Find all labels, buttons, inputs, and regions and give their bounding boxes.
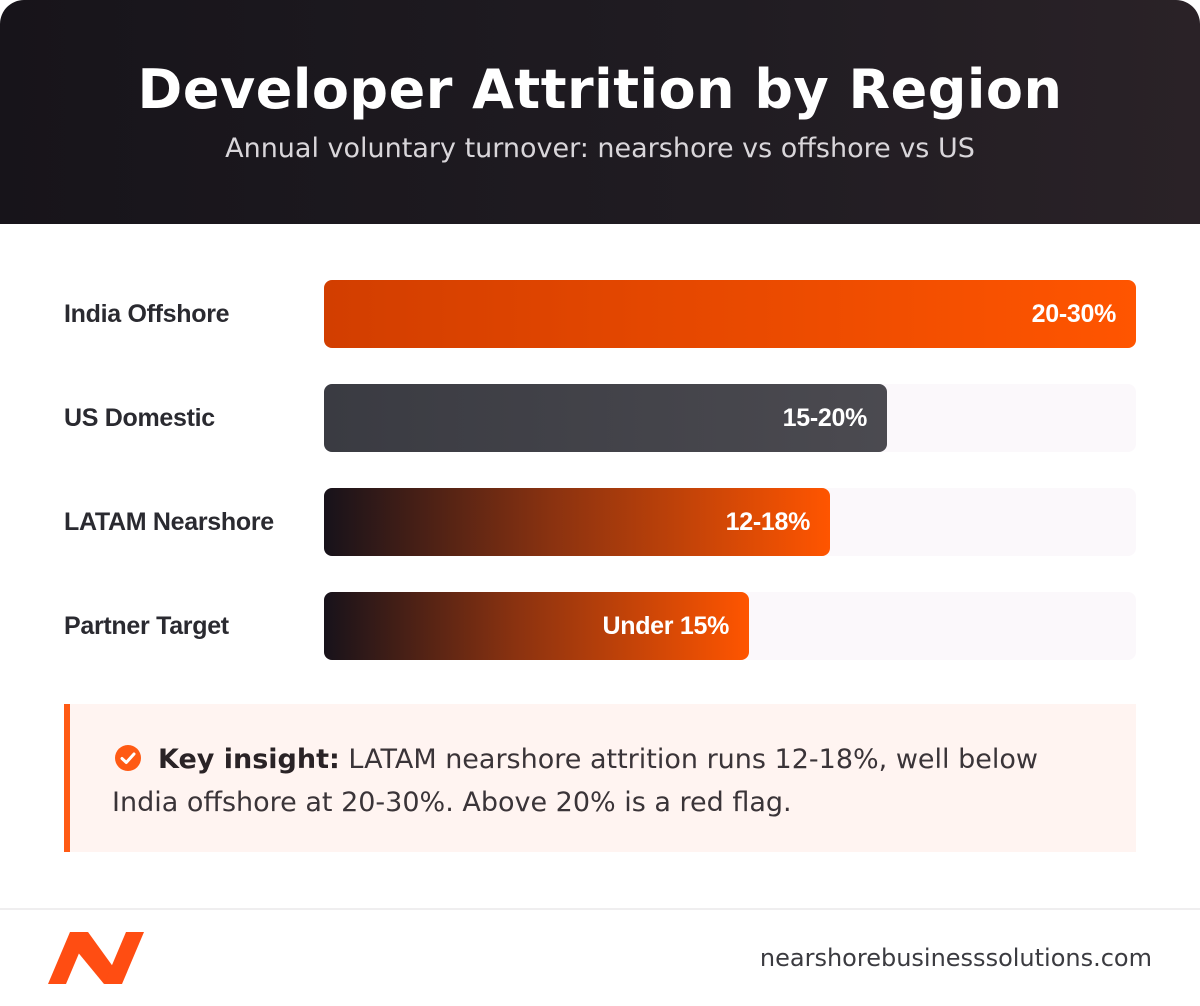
bar [324, 592, 749, 660]
bar-value-label: Under 15% [602, 612, 729, 640]
bar [324, 488, 830, 556]
bar-label: LATAM Nearshore [64, 508, 274, 536]
bar-value-label: 20-30% [1031, 300, 1117, 328]
brand-logo-icon [48, 932, 144, 984]
chart-subtitle: Annual voluntary turnover: nearshore vs … [225, 133, 975, 164]
bar-value-label: 12-18% [725, 508, 811, 536]
bar-label: Partner Target [64, 612, 229, 640]
insight-box: Key insight: LATAM nearshore attrition r… [64, 704, 1136, 852]
check-circle-icon [115, 745, 141, 771]
chart-title: Developer Attrition by Region [137, 58, 1063, 121]
insight-label: Key insight: [158, 744, 340, 775]
insight-body: LATAM nearshore attrition runs 12-18%, w… [112, 744, 1038, 818]
bar-label: India Offshore [64, 300, 230, 328]
header: Developer Attrition by Region Annual vol… [0, 0, 1200, 224]
insight-text-block: Key insight: LATAM nearshore attrition r… [112, 738, 1092, 824]
bar-value-label: 15-20% [782, 404, 868, 432]
bar-label: US Domestic [64, 404, 215, 432]
website-url[interactable]: nearshorebusinesssolutions.com [759, 944, 1152, 972]
bar [324, 384, 887, 452]
bar [324, 280, 1136, 348]
footer-divider [0, 908, 1200, 910]
bar-chart: India Offshore 20-30% US Domestic 15-20% LAT… [0, 224, 1200, 684]
